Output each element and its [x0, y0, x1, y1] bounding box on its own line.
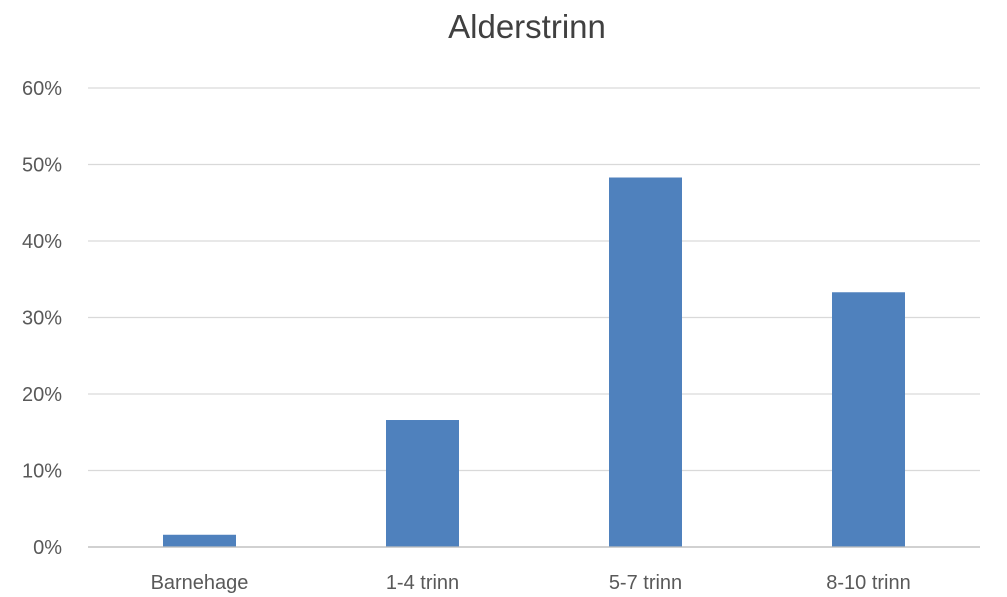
bar — [163, 534, 236, 547]
x-tick-label: 5-7 trinn — [609, 572, 682, 594]
bar — [386, 420, 459, 547]
bar — [832, 292, 905, 547]
y-tick-label: 60% — [22, 78, 62, 100]
x-tick-label: Barnehage — [151, 572, 249, 594]
y-tick-label: 30% — [22, 308, 62, 330]
y-tick-label: 50% — [22, 155, 62, 177]
y-tick-label: 40% — [22, 231, 62, 253]
chart-title: Alderstrinn — [448, 8, 606, 45]
y-tick-label: 20% — [22, 384, 62, 406]
bar — [609, 177, 682, 547]
x-tick-label: 1-4 trinn — [386, 572, 459, 594]
x-tick-label: 8-10 trinn — [826, 572, 911, 594]
y-tick-label: 0% — [33, 537, 62, 559]
y-tick-label: 10% — [22, 461, 62, 483]
